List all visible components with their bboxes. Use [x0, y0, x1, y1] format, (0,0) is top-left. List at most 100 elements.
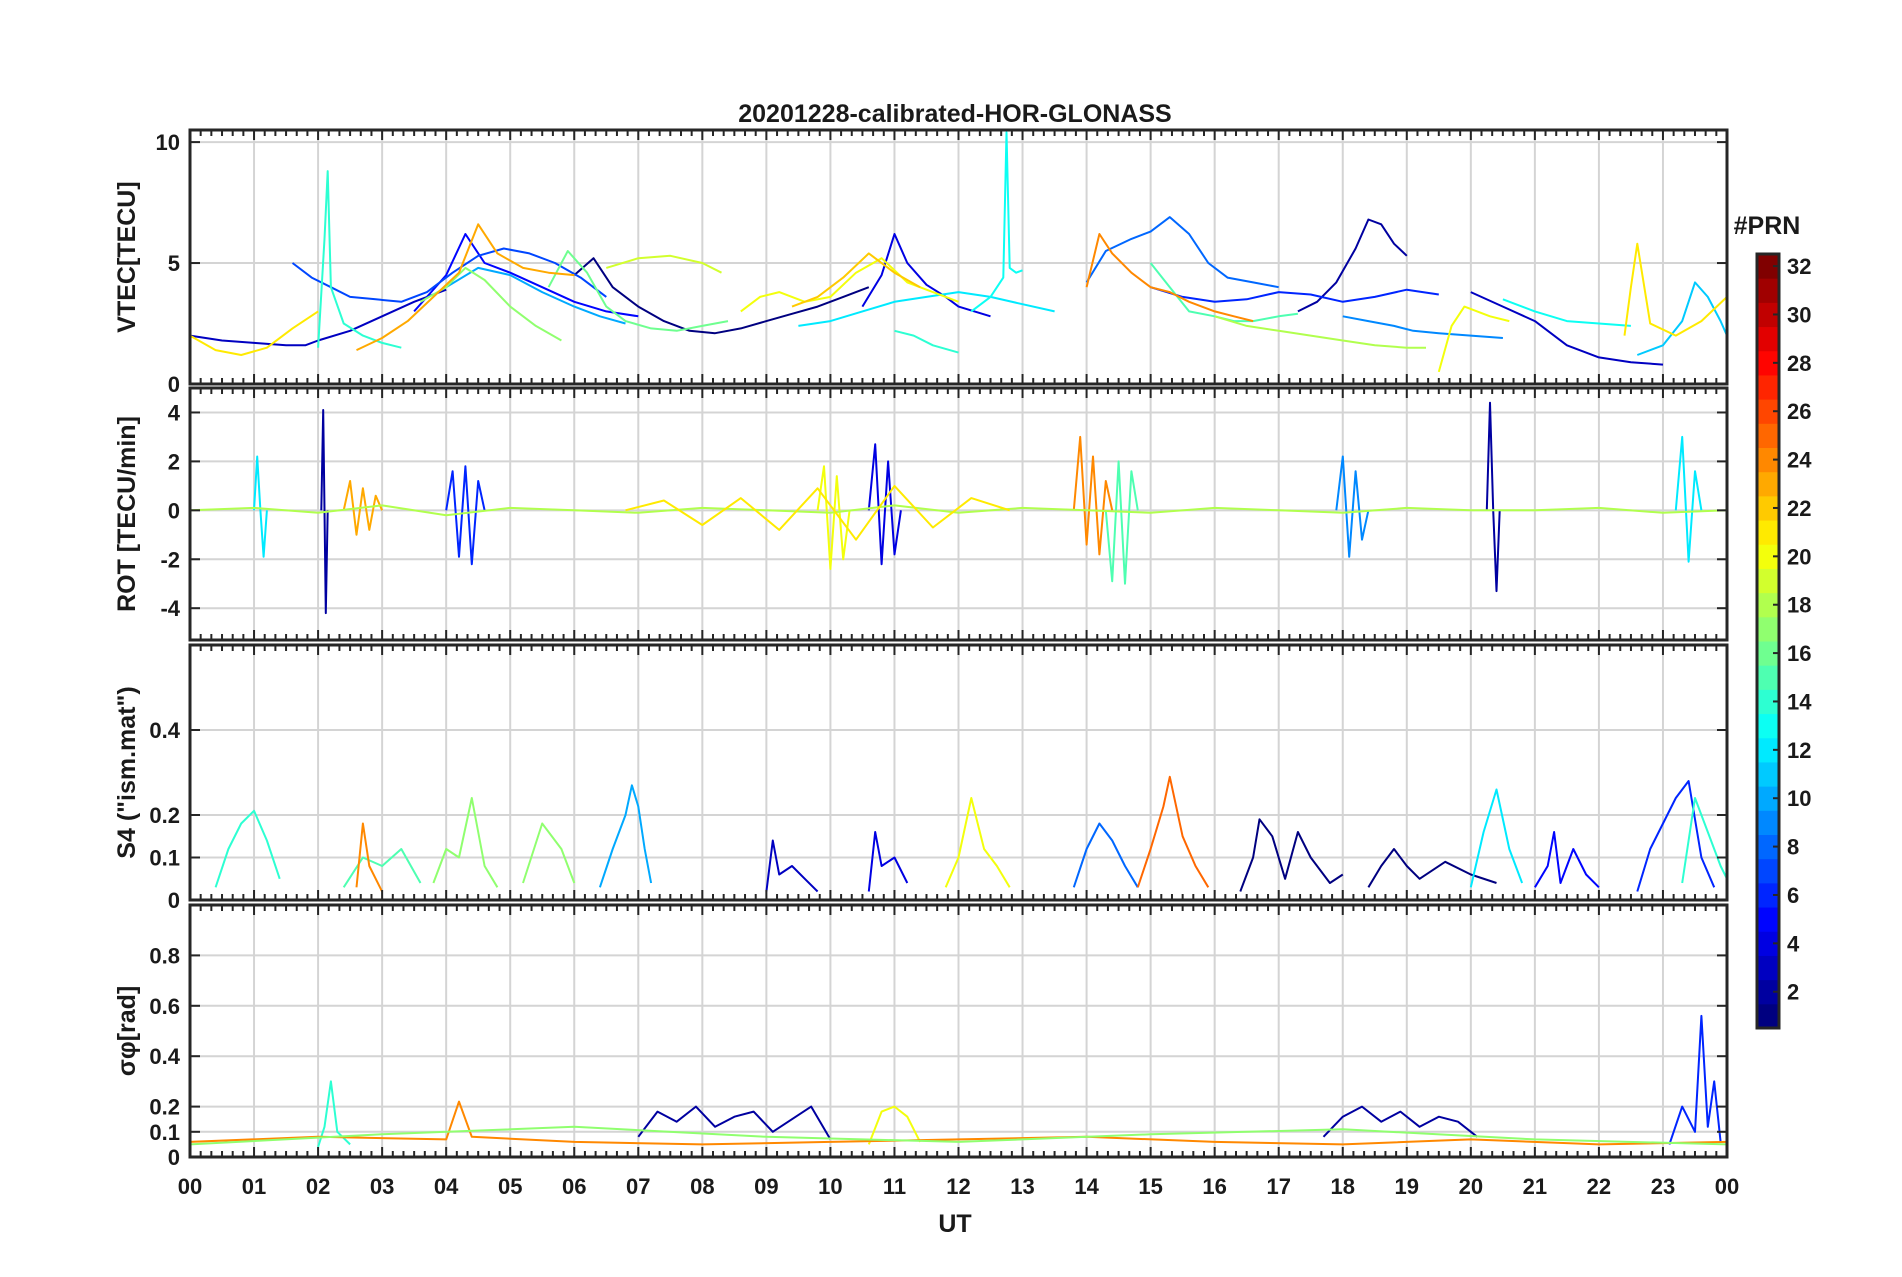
- x-tick-label: 10: [818, 1174, 842, 1199]
- series-line-prn-20: [740, 257, 959, 313]
- series-line-prn-2: [1485, 401, 1501, 593]
- y-tick-label: 0.4: [149, 1044, 180, 1069]
- series-line-prn-3: [765, 839, 819, 893]
- colorbar-swatch: [1757, 302, 1779, 328]
- colorbar-swatch: [1757, 278, 1779, 303]
- colorbar-tick-label: 6: [1787, 883, 1799, 908]
- x-axis-label: UT: [938, 1210, 971, 1238]
- y-tick-label: 0.1: [149, 846, 180, 871]
- series-line-prn-6: [1668, 1014, 1722, 1145]
- series-line-prn-14: [317, 170, 402, 349]
- x-tick-label: 18: [1331, 1174, 1355, 1199]
- series-line-prn-18: [1214, 315, 1426, 349]
- colorbar-tick-label: 12: [1787, 738, 1811, 763]
- y-tick-label: 10: [156, 130, 180, 155]
- colorbar-tick-label: 10: [1787, 786, 1811, 811]
- colorbar-swatch: [1757, 399, 1779, 424]
- series-line-prn-20: [816, 465, 851, 570]
- series-line-prn-17: [432, 797, 499, 888]
- colorbar: #PRN 32 30 28 26 24 22 20 18 16 14 12 10 8 6 4 2: [1734, 212, 1812, 1030]
- series-line-prn-23: [356, 223, 575, 352]
- series-line-prn-2: [637, 1105, 832, 1140]
- x-tick-label: 14: [1074, 1174, 1099, 1199]
- series-line-prn-25: [1136, 775, 1210, 888]
- series-line-prn-24: [1085, 233, 1254, 323]
- series-line-prn-18: [189, 504, 1728, 517]
- x-tick-label: 13: [1010, 1174, 1034, 1199]
- series-line-prn-5: [1534, 831, 1600, 889]
- series-line-prn-24: [1072, 435, 1114, 556]
- y-axis-label: σφ[rad]: [113, 986, 141, 1077]
- series-line-prn-8: [1085, 216, 1279, 289]
- series-line-prn-8: [1072, 822, 1139, 888]
- series-line-prn-11: [1636, 281, 1728, 356]
- x-tick-label: 15: [1138, 1174, 1162, 1199]
- y-tick-label: 0.6: [149, 994, 180, 1019]
- series-line-prn-13: [1502, 298, 1631, 327]
- series-line-prn-9: [1342, 315, 1503, 339]
- series-line-prn-3: [189, 288, 447, 347]
- colorbar-swatch: [1757, 737, 1779, 763]
- y-axis-label: VTEC[TECU]: [113, 181, 141, 332]
- x-tick-label: 11: [883, 1174, 906, 1199]
- series-line-prn-2: [1322, 1105, 1478, 1138]
- series-line-prn-14: [894, 329, 959, 354]
- x-tick-label: 01: [242, 1174, 266, 1199]
- colorbar-swatch: [1757, 786, 1779, 811]
- x-tick-label: 02: [306, 1174, 330, 1199]
- chart-title: 20201228-calibrated-HOR-GLONASS: [738, 100, 1171, 128]
- series-line-prn-15: [1104, 460, 1139, 585]
- x-tick-label: 17: [1266, 1174, 1290, 1199]
- x-tick-label: 00: [178, 1174, 202, 1199]
- colorbar-swatch: [1757, 641, 1779, 666]
- series-line-prn-14: [214, 809, 281, 888]
- colorbar-swatch: [1757, 713, 1779, 739]
- series-line-prn-2: [1297, 218, 1408, 313]
- x-tick-label: 23: [1651, 1174, 1675, 1199]
- series-line-prn-15: [342, 848, 422, 888]
- colorbar-swatch: [1757, 689, 1779, 715]
- colorbar-frame: [1755, 252, 1781, 1030]
- x-tick-label: 07: [626, 1174, 650, 1199]
- y-tick-label: 0: [168, 498, 180, 523]
- x-tick-label: 16: [1202, 1174, 1226, 1199]
- colorbar-tick-label: 26: [1787, 399, 1811, 424]
- colorbar-tick-label: 8: [1787, 835, 1799, 860]
- colorbar-swatch: [1757, 544, 1779, 569]
- colorbar-swatch: [1757, 761, 1779, 787]
- series-line-prn-6: [1636, 780, 1716, 892]
- y-tick-label: 0.4: [149, 718, 180, 743]
- panel-vtec: 0 5 10 VTEC[TECU]: [113, 128, 1729, 397]
- colorbar-swatch: [1757, 254, 1779, 279]
- colorbar-tick-label: 24: [1787, 448, 1812, 473]
- y-tick-label: 4: [168, 400, 181, 425]
- colorbar-tick-label: 20: [1787, 544, 1811, 569]
- colorbar-tick-label: 32: [1787, 254, 1811, 279]
- colorbar-label: #PRN: [1734, 212, 1801, 240]
- x-tick-label: 00: [1715, 1174, 1739, 1199]
- series-line-prn-21: [189, 310, 319, 356]
- x-tick-label: 20: [1459, 1174, 1483, 1199]
- panel-rot: -4 -2 0 2 4 ROT [TECU/min]: [113, 386, 1729, 642]
- series-line-prn-19: [606, 254, 722, 274]
- colorbar-swatch: [1757, 447, 1779, 473]
- x-tick-label: 08: [690, 1174, 714, 1199]
- series-line-prn-4: [867, 443, 902, 566]
- colorbar-tick-label: 22: [1787, 496, 1811, 521]
- colorbar-tick-label: 4: [1787, 931, 1800, 956]
- colorbar-tick-label: 28: [1787, 351, 1811, 376]
- colorbar-swatch: [1757, 568, 1779, 594]
- series-line-prn-17: [189, 1125, 1728, 1146]
- y-tick-label: 0: [168, 372, 180, 397]
- series-line-prn-20: [1437, 305, 1510, 373]
- series-line-prn-1: [1239, 818, 1344, 892]
- x-axis: 00 01 02 03 04 05 06 07 08 09 10 11 12 13 14 15 16 17 18 19…: [178, 1174, 1739, 1199]
- series-line-prn-23: [342, 480, 384, 536]
- x-tick-label: 03: [370, 1174, 394, 1199]
- series-line-prn-5: [413, 233, 639, 318]
- y-tick-label: 0.2: [149, 803, 180, 828]
- colorbar-swatch: [1757, 350, 1779, 376]
- y-tick-label: -2: [160, 547, 180, 572]
- series-line-prn-1: [1367, 848, 1497, 888]
